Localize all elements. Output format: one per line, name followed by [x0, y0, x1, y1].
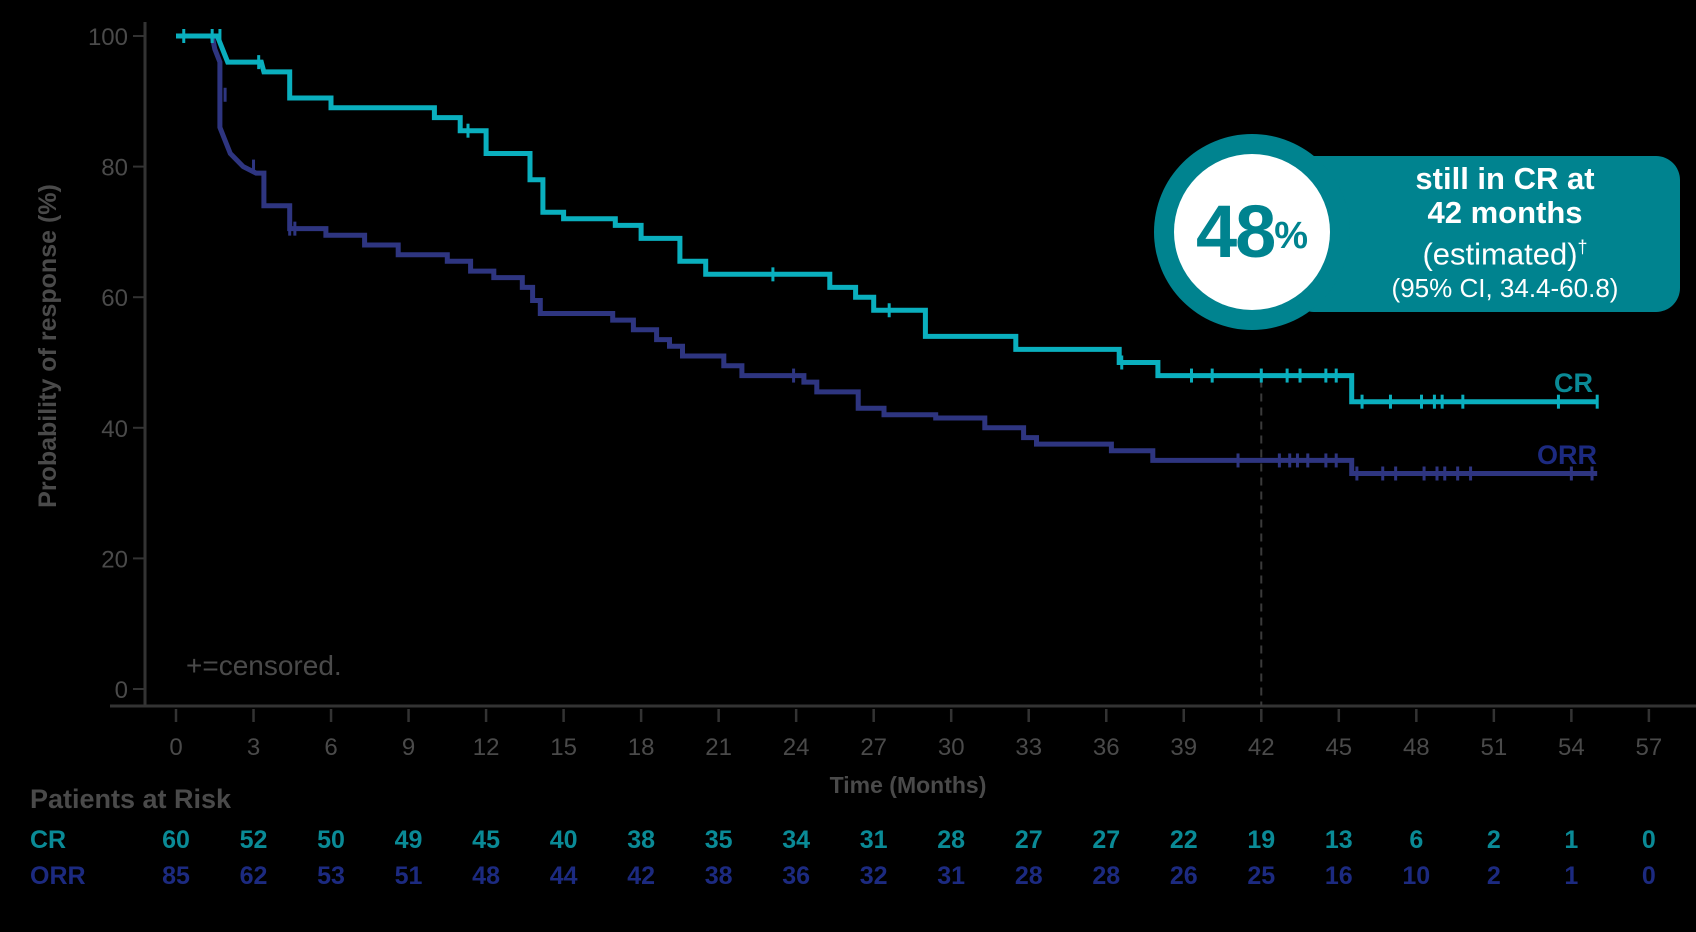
x-tick-label: 30 [938, 734, 965, 761]
risk-count: 53 [317, 862, 345, 890]
risk-count: 26 [1169, 862, 1198, 890]
risk-count: 35 [704, 826, 733, 854]
risk-count: 45 [472, 826, 500, 854]
risk-count: 32 [859, 862, 888, 890]
callout-banner [1290, 156, 1680, 312]
risk-count: 19 [1247, 826, 1276, 854]
y-tick-label: 100 [88, 24, 128, 51]
risk-count: 22 [1169, 826, 1198, 854]
callout-ci: (95% CI, 34.4-60.8) [1391, 273, 1619, 304]
x-tick-label: 24 [783, 734, 810, 761]
x-tick-label: 12 [473, 734, 500, 761]
risk-count: 27 [1092, 826, 1121, 854]
y-axis: 0 20 40 60 80 100 [88, 22, 147, 706]
x-tick-label: 42 [1248, 734, 1275, 761]
callout-unit: % [1274, 214, 1309, 257]
x-tick-label: 21 [705, 734, 732, 761]
x-tick-label: 48 [1403, 734, 1430, 761]
risk-count: 0 [1641, 862, 1656, 890]
risk-count: 40 [549, 826, 578, 854]
orr-curve [176, 33, 1598, 481]
x-tick-label: 54 [1558, 734, 1585, 761]
risk-count: 48 [472, 862, 500, 890]
risk-count: 62 [239, 862, 268, 890]
risk-count: 38 [704, 862, 733, 890]
censored-legend: +=censored. [186, 650, 342, 681]
risk-count: 28 [1014, 862, 1043, 890]
orr-series-label: ORR [1537, 440, 1597, 470]
x-axis-title: Time (Months) [830, 772, 987, 798]
x-tick-label: 18 [628, 734, 655, 761]
risk-count: 28 [1092, 862, 1121, 890]
risk-count: 31 [859, 826, 888, 854]
risk-count: 28 [937, 826, 966, 854]
risk-count: 1 [1564, 862, 1579, 890]
y-tick-label: 60 [101, 285, 128, 312]
survival-curves [176, 29, 1599, 481]
risk-count: 16 [1324, 862, 1353, 890]
callout-percent-badge: 48% [1174, 154, 1330, 310]
risk-count: 52 [239, 826, 268, 854]
callout-text: still in CR at 42 months (estimated)† (9… [1340, 162, 1670, 305]
x-tick-label: 0 [169, 734, 182, 761]
y-tick-label: 80 [101, 155, 128, 182]
risk-count: 51 [394, 862, 423, 890]
x-tick-label: 51 [1480, 734, 1507, 761]
x-tick-label: 6 [324, 734, 337, 761]
cr-curve [176, 29, 1599, 409]
y-axis-title: Probability of response (%) [34, 184, 62, 508]
x-tick-label: 3 [247, 734, 260, 761]
risk-count: 13 [1324, 826, 1353, 854]
y-tick-label: 0 [115, 677, 128, 704]
x-tick-label: 15 [550, 734, 577, 761]
x-tick-label: 57 [1636, 734, 1663, 761]
risk-count: 25 [1247, 862, 1276, 890]
callout-line-2: 42 months [1427, 195, 1583, 230]
risk-count: 60 [162, 826, 190, 854]
risk-count: 49 [394, 826, 423, 854]
risk-count: 6 [1409, 826, 1424, 854]
risk-count: 42 [627, 862, 656, 890]
risk-count: 1 [1564, 826, 1579, 854]
risk-row-label: CR [30, 826, 67, 854]
callout-line-3: (estimated)† [1340, 230, 1670, 271]
risk-row-orr: ORR 85 62 53 51 48 44 42 38 36 32 31 28 28 26 25 16 10 2 1… [0, 862, 1696, 896]
x-tick-label: 45 [1325, 734, 1352, 761]
dagger-footnote-mark: † [1577, 237, 1588, 257]
x-tick-label: 39 [1170, 734, 1197, 761]
risk-count: 10 [1402, 862, 1431, 890]
x-tick-label: 27 [860, 734, 887, 761]
risk-count: 36 [782, 862, 811, 890]
y-tick-label: 20 [101, 546, 128, 573]
x-axis: 0 3 6 9 12 15 18 21 24 27 30 33 36 39 42 45 48 51 54 57 [110, 704, 1696, 761]
patients-at-risk-title: Patients at Risk [30, 784, 232, 814]
callout-line-1: still in CR at [1415, 161, 1595, 196]
risk-count: 38 [627, 826, 656, 854]
callout-value: 48 [1195, 190, 1276, 273]
x-tick-label: 33 [1015, 734, 1042, 761]
risk-count: 27 [1014, 826, 1043, 854]
cr-step-line [176, 33, 1598, 405]
risk-row-cr: CR 60 52 50 49 45 40 38 35 34 31 28 27 27 22 19 13 6 2 1 0 [0, 826, 1696, 860]
x-tick-label: 36 [1093, 734, 1120, 761]
risk-count: 2 [1486, 862, 1501, 890]
y-tick-label: 40 [101, 416, 128, 443]
callout-estimated: (estimated) [1422, 236, 1578, 272]
risk-count: 34 [782, 826, 811, 854]
risk-row-label: ORR [30, 862, 86, 890]
risk-count: 50 [317, 826, 345, 854]
cr-series-label: CR [1554, 368, 1593, 398]
risk-count: 44 [549, 862, 578, 890]
risk-count: 0 [1641, 826, 1656, 854]
risk-count: 31 [937, 862, 966, 890]
orr-step-line [176, 33, 1598, 476]
x-tick-label: 9 [402, 734, 415, 761]
risk-count: 85 [162, 862, 190, 890]
risk-count: 2 [1486, 826, 1501, 854]
